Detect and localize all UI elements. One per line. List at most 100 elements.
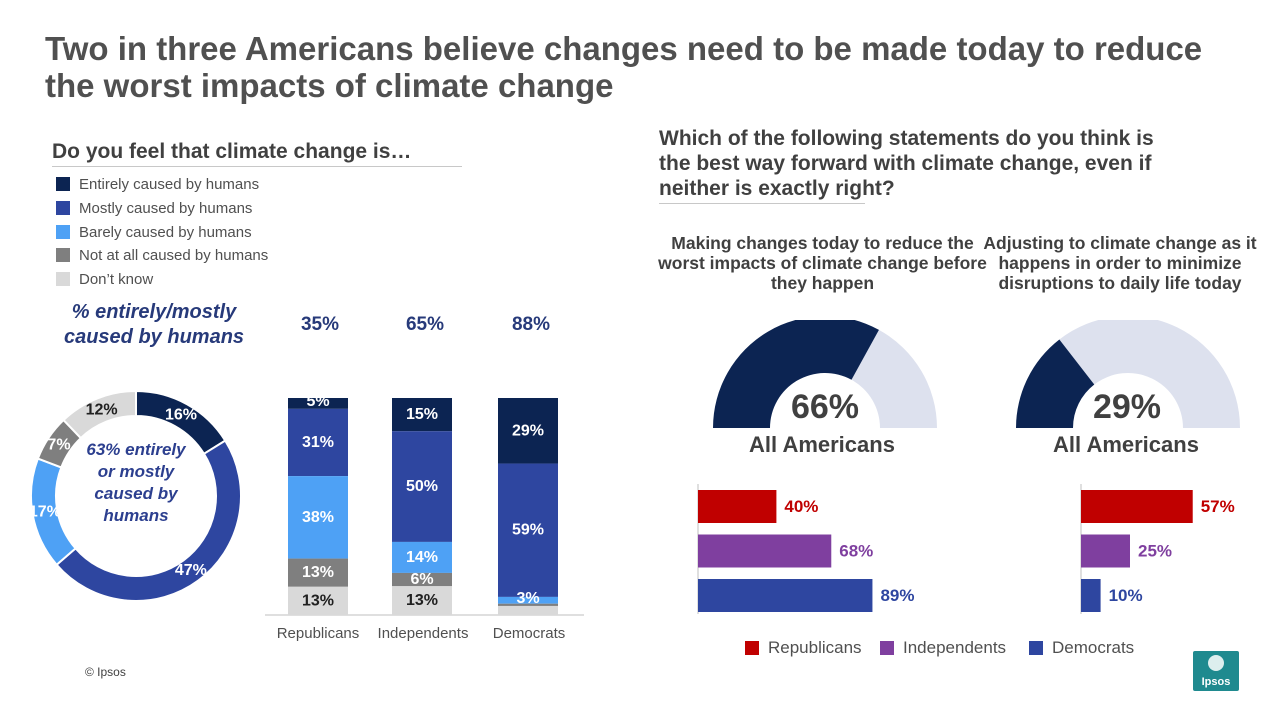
option-label-adjusting: Adjusting to climate change as it happen… <box>983 233 1257 293</box>
legend-swatch <box>56 201 70 215</box>
gauge-chart-adjusting <box>1016 320 1240 428</box>
bar-segment-label: 13% <box>302 564 334 581</box>
bar-segment-barely <box>288 476 348 559</box>
bar-value-label: 10% <box>1109 586 1143 605</box>
bar-segment-entirely <box>392 398 452 432</box>
bar-republicans <box>1081 490 1193 523</box>
category-label: Republicans <box>276 625 360 642</box>
bar-democrats <box>698 579 873 612</box>
donut-label: 7% <box>47 436 70 453</box>
legend-label: Republicans <box>768 638 862 657</box>
right-question: Which of the following statements do you… <box>659 127 1154 200</box>
gauge-chart-changes-today <box>713 320 937 428</box>
bar-segment-label: 13% <box>302 592 334 609</box>
option-label-changes-today: Making changes today to reduce the worst… <box>658 233 987 293</box>
legend-label: Mostly caused by humans <box>79 199 253 217</box>
category-label: Democrats <box>492 625 566 642</box>
legend-item-entirely: Entirely caused by humans <box>56 174 259 194</box>
bar-value-label: 57% <box>1201 497 1235 516</box>
logo-mark-icon <box>1208 655 1224 671</box>
bar-value-label: 40% <box>784 497 818 516</box>
bar-segment-label: 29% <box>512 422 544 439</box>
bar-segment-dont-know <box>288 586 348 615</box>
bar-segment-label: 38% <box>302 509 334 526</box>
donut-label: 12% <box>86 402 118 419</box>
gauge-remainder <box>1059 320 1240 428</box>
party-total-label: 35% <box>300 314 340 335</box>
stacked-bar-chart: 5% 31% 38% 13% 13% 15% 50% 14% 6% 13% 29% 59% 3% <box>265 393 584 616</box>
legend-label: Independents <box>903 638 1007 657</box>
legend-label: Barely caused by humans <box>79 223 252 241</box>
bar-segment-not-at-all <box>288 558 348 587</box>
donut-slice-dont-know <box>62 389 137 440</box>
bar-segment-dont-know <box>392 586 452 615</box>
bar-segment-not-at-all <box>498 603 558 606</box>
party-total-label: 88% <box>511 314 551 335</box>
legend-label: Entirely caused by humans <box>79 175 260 193</box>
bar-segment-label: 14% <box>406 549 438 566</box>
bar-segment-entirely <box>498 398 558 464</box>
party-total-label: 65% <box>405 314 445 335</box>
bar-republicans <box>698 490 777 523</box>
bar-independents <box>698 534 832 568</box>
legend-swatch <box>56 248 70 262</box>
legend-item-independents: Independents <box>880 638 1006 658</box>
gauge-value: 29% <box>1092 388 1162 426</box>
legend-swatch <box>56 272 70 286</box>
donut-label: 47% <box>175 562 207 579</box>
legend-label: Democrats <box>1052 638 1135 657</box>
left-question: Do you feel that climate change is… <box>52 140 412 163</box>
gauge-remainder <box>851 329 937 428</box>
bar-segment-label: 3% <box>516 590 539 607</box>
legend-swatch <box>1029 641 1043 655</box>
bar-value-label: 68% <box>839 542 873 561</box>
party-bar-chart-adjusting: 57% 25% 10% <box>1080 484 1235 614</box>
question-divider <box>659 203 865 204</box>
legend-item-barely: Barely caused by humans <box>56 222 252 242</box>
bar-segment-label: 5% <box>306 393 329 410</box>
bar-segment-label: 6% <box>410 571 433 588</box>
legend-swatch <box>745 641 759 655</box>
bar-segment-label: 13% <box>406 592 438 609</box>
legend-label: Don’t know <box>79 270 154 288</box>
bar-segment-label: 50% <box>406 478 438 495</box>
bar-value-label: 25% <box>1138 542 1172 561</box>
gauge-fill <box>713 320 879 428</box>
gauge-label: All Americans <box>1053 432 1199 457</box>
bar-segment-label: 31% <box>302 434 334 451</box>
bar-segment-label: 15% <box>406 406 438 423</box>
bar-segment-barely <box>392 541 452 573</box>
legend-swatch <box>56 177 70 191</box>
gauge-value: 66% <box>790 388 860 426</box>
ipsos-logo: Ipsos <box>1193 651 1239 691</box>
question-divider <box>52 166 462 167</box>
legend-item-mostly: Mostly caused by humans <box>56 198 252 218</box>
legend-item-republicans: Republicans <box>745 638 862 658</box>
bar-segment-label: 59% <box>512 522 544 539</box>
bar-democrats <box>1081 579 1101 612</box>
bar-segment-not-at-all <box>392 572 452 587</box>
bar-segment-dont-know <box>498 605 558 615</box>
legend-item-democrats: Democrats <box>1029 638 1134 658</box>
donut-center-text: 63% entirely or mostly caused by humans <box>86 440 186 525</box>
donut-label: 16% <box>165 407 197 424</box>
bar-segment-entirely <box>288 398 348 409</box>
bar-independents <box>1081 534 1130 568</box>
legend-swatch <box>56 225 70 239</box>
copyright-text: © Ipsos <box>85 665 126 679</box>
legend-swatch <box>880 641 894 655</box>
bar-segment-barely <box>498 596 558 604</box>
donut-chart: 16% 47% 17% 7% 12% <box>30 389 242 602</box>
legend-item-not-at-all: Not at all caused by humans <box>56 245 268 265</box>
bar-segment-mostly <box>392 431 452 542</box>
gauge-label: All Americans <box>749 432 895 457</box>
page-title: Two in three Americans believe changes n… <box>45 30 1203 104</box>
legend-item-dont-know: Don’t know <box>56 269 153 289</box>
legend-label: Not at all caused by humans <box>79 246 269 264</box>
category-label: Independents <box>377 625 469 642</box>
bar-segment-mostly <box>498 463 558 597</box>
logo-text: Ipsos <box>1201 676 1231 688</box>
party-bar-chart-changes-today: 40% 68% 89% <box>697 484 914 614</box>
bar-value-label: 89% <box>880 586 914 605</box>
donut-label: 17% <box>30 504 61 521</box>
